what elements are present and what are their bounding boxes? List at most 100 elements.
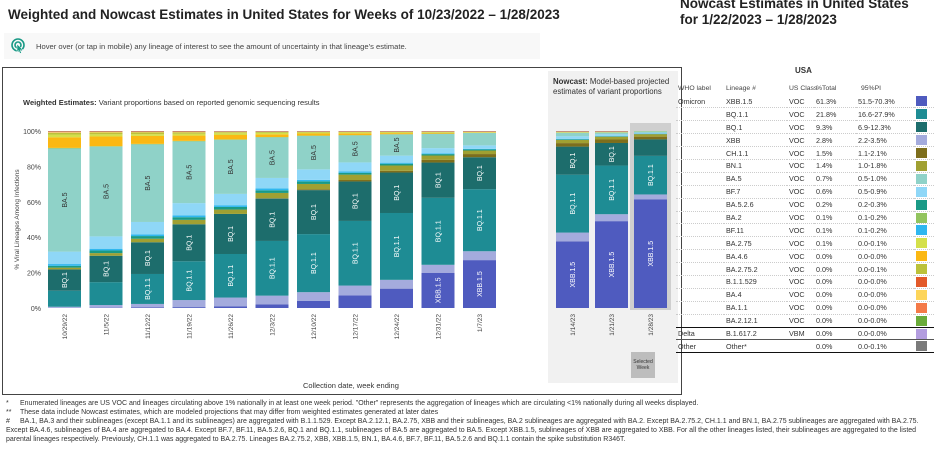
bar-segment-bf-11[interactable] [89, 248, 123, 251]
bar-segment-ba-1-1[interactable] [172, 131, 206, 133]
bar-week[interactable] [421, 131, 455, 308]
bar-segment-xbb[interactable] [131, 303, 164, 308]
bar-segment-bf-11[interactable] [255, 188, 289, 191]
bar-segment-bq-1-1[interactable] [380, 212, 413, 280]
bar-segment-bq-1-1[interactable] [338, 220, 372, 286]
bar-segment-ba-5-2-6[interactable] [297, 181, 330, 184]
bar-segment-bf-7[interactable] [634, 132, 667, 134]
bar-segment-ch-1-1[interactable] [595, 139, 628, 143]
bar-segment-ba-5-2-6[interactable] [131, 236, 164, 239]
bar-segment-ba-2-75-2[interactable] [297, 132, 330, 133]
bar-segment-ba-1-1[interactable] [89, 131, 123, 133]
bar-segment-bf-11[interactable] [338, 171, 372, 173]
bar-segment-bq-1-1[interactable] [595, 165, 628, 215]
bar-segment-bf-7[interactable] [463, 145, 496, 149]
bar-segment-ba-2[interactable] [48, 147, 81, 149]
bar-segment-xbb[interactable] [380, 279, 413, 289]
bar-segment-xbb[interactable] [172, 300, 206, 308]
bar-segment-bq-1[interactable] [421, 162, 455, 198]
table-row[interactable]: BA.5.2.6 VOC 0.2% 0.2-0.3% [676, 198, 934, 212]
bar-segment-bn-1[interactable] [421, 155, 455, 160]
bar-segment-bf-7[interactable] [48, 251, 81, 265]
bar-segment-bq-1[interactable] [255, 198, 289, 241]
bar-segment-ba-1-1[interactable] [595, 131, 628, 132]
bar-segment-ba-5-2-6[interactable] [172, 217, 206, 220]
bar-segment-ba-2-75-2[interactable] [89, 132, 123, 135]
bar-segment-ba-2-75-2[interactable] [214, 132, 247, 134]
bar-segment-xbb-1-5[interactable] [214, 306, 247, 308]
bar-segment-ba-5-2-6[interactable] [214, 206, 247, 210]
bar-segment-ba-2-75[interactable] [297, 132, 330, 134]
bar-segment-xbb-1-5[interactable] [421, 272, 455, 308]
bar-segment-xbb[interactable] [297, 292, 330, 301]
bar-week[interactable] [380, 131, 413, 308]
bar-segment-ba-2-75-2[interactable] [131, 132, 164, 135]
bar-segment-ba-5[interactable] [338, 135, 372, 163]
table-row[interactable]: BA.1.1 VOC 0.0% 0.0-0.0% [676, 301, 934, 315]
bar-segment-ba-1-1[interactable] [421, 131, 455, 132]
bar-segment-bf-7[interactable] [380, 155, 413, 163]
table-row[interactable]: BA.5 VOC 0.7% 0.5-1.0% [676, 172, 934, 186]
bar-week[interactable] [172, 131, 206, 308]
bar-segment-bq-1[interactable] [297, 190, 330, 235]
bar-segment-ba-2-75-2[interactable] [255, 132, 289, 133]
bar-segment-ba-5[interactable] [421, 133, 455, 149]
table-row[interactable]: Omicron XBB.1.5 VOC 61.3% 51.5-70.3% [676, 95, 934, 109]
bar-week[interactable] [556, 131, 589, 308]
bar-week[interactable] [338, 131, 372, 308]
bar-week[interactable] [131, 131, 164, 308]
bar-segment-ch-1-1[interactable] [297, 189, 330, 191]
bar-segment-bf-11[interactable] [131, 234, 164, 237]
bar-segment-ba-1-1[interactable] [297, 131, 330, 132]
bar-week[interactable] [297, 131, 330, 308]
bar-segment-bq-1-1[interactable] [172, 261, 206, 301]
bar-segment-bq-1[interactable] [595, 142, 628, 166]
table-row[interactable]: BA.2.12.1 VOC 0.0% 0.0-0.0% [676, 314, 934, 328]
bar-segment-bf-7[interactable] [131, 221, 164, 235]
bar-segment-bq-1[interactable] [172, 224, 206, 262]
bar-segment-xbb[interactable] [255, 295, 289, 305]
bar-segment-xbb[interactable] [556, 232, 589, 242]
bar-segment-ba-5[interactable] [255, 137, 289, 178]
bar-segment-ba-5-2-6[interactable] [380, 163, 413, 166]
bar-segment-bn-1[interactable] [255, 192, 289, 199]
bar-segment-ch-1-1[interactable] [634, 136, 667, 140]
bar-segment-ba-1-1[interactable] [463, 131, 496, 132]
bar-segment-ba-1-1[interactable] [338, 131, 372, 132]
bar-segment-bf-7[interactable] [214, 193, 247, 206]
table-row[interactable]: Other Other* 0.0% 0.0-0.1% [676, 339, 934, 354]
bar-segment-bq-1[interactable] [131, 242, 164, 274]
bar-segment-bn-1[interactable] [556, 139, 589, 144]
bar-segment-ba-2-75[interactable] [172, 133, 206, 136]
bar-segment-xbb-1-5[interactable] [595, 221, 628, 308]
bar-week[interactable] [634, 131, 667, 308]
bar-segment-ba-5-2-6[interactable] [255, 190, 289, 193]
table-row[interactable]: BA.2.75 VOC 0.1% 0.0-0.1% [676, 236, 934, 251]
table-row[interactable]: BF.11 VOC 0.1% 0.1-0.2% [676, 223, 934, 238]
bar-segment-ba-2[interactable] [214, 139, 247, 140]
bar-segment-ba-5[interactable] [634, 131, 667, 133]
bar-segment-bn-1[interactable] [89, 253, 123, 256]
table-row[interactable]: BF.7 VOC 0.6% 0.5-0.9% [676, 185, 934, 199]
bar-segment-ba-2-75[interactable] [338, 132, 372, 134]
bar-segment-ba-4-6[interactable] [255, 134, 289, 137]
bar-segment-xbb[interactable] [634, 194, 667, 200]
bar-segment-bq-1-1[interactable] [421, 197, 455, 265]
bar-segment-bq-1-1[interactable] [255, 240, 289, 296]
bar-segment-bq-1-1[interactable] [634, 155, 667, 195]
bar-segment-bf-11[interactable] [172, 215, 206, 218]
bar-segment-ba-5[interactable] [48, 148, 81, 252]
bar-segment-ba-5[interactable] [463, 132, 496, 146]
table-row[interactable]: Delta B.1.617.2 VBM 0.0% 0.0-0.0% [676, 326, 934, 341]
bar-segment-ba-5-2-6[interactable] [421, 154, 455, 156]
table-row[interactable]: BQ.1.1 VOC 21.8% 16.6-27.9% [676, 107, 934, 122]
bar-segment-ba-5-2-6[interactable] [338, 172, 372, 175]
bar-segment-ba-2-75[interactable] [214, 133, 247, 136]
bar-segment-bq-1[interactable] [463, 157, 496, 190]
bar-segment-bf-11[interactable] [421, 153, 455, 155]
bar-segment-ba-1-1[interactable] [556, 131, 589, 132]
bar-segment-ba-5[interactable] [380, 134, 413, 156]
bar-segment-bn-1[interactable] [380, 165, 413, 171]
bar-segment-bn-1[interactable] [214, 209, 247, 214]
bar-segment-ba-2-75[interactable] [131, 134, 164, 136]
